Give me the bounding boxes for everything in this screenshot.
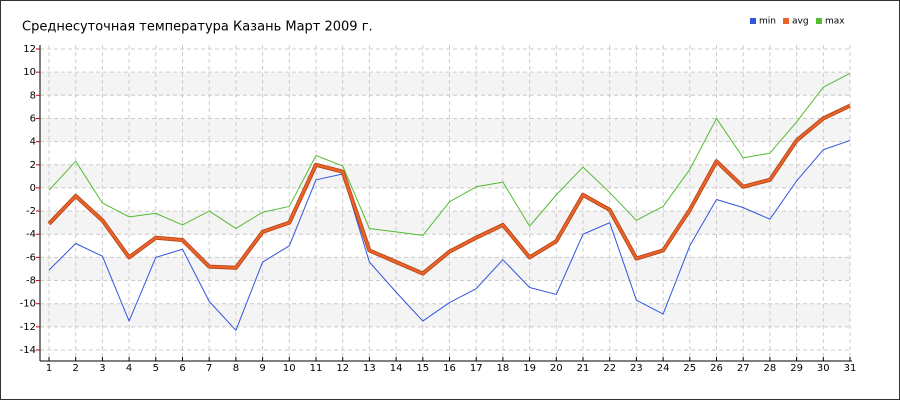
x-tick-label: 24 <box>657 363 670 374</box>
grid-band <box>40 164 850 188</box>
x-tick-label: 1 <box>46 363 52 374</box>
series-line <box>48 104 851 275</box>
y-tick-label: 12 <box>23 44 36 55</box>
x-tick-label: 15 <box>416 363 429 374</box>
y-tick-label: -10 <box>20 299 36 310</box>
x-tick-label: 5 <box>153 363 159 374</box>
chart-title: Среднесуточная температура Казань Март 2… <box>22 20 373 35</box>
grid-band <box>40 257 850 281</box>
x-tick-label: 28 <box>764 363 777 374</box>
y-tick-label: 10 <box>23 67 36 78</box>
x-tick-label: 18 <box>497 363 510 374</box>
x-tick-label: 30 <box>817 363 830 374</box>
x-tick-label: 8 <box>233 363 239 374</box>
legend-label: avg <box>792 17 809 27</box>
grid-band <box>40 211 850 235</box>
x-tick-label: 25 <box>683 363 696 374</box>
x-tick-label: 20 <box>550 363 563 374</box>
x-tick-label: 11 <box>310 363 323 374</box>
y-tick-label: 0 <box>30 183 36 194</box>
x-tick-label: 7 <box>206 363 212 374</box>
y-tick-label: 4 <box>30 137 36 148</box>
y-tick-label: 6 <box>30 113 36 124</box>
y-tick-label: -8 <box>26 276 36 287</box>
x-tick-label: 9 <box>259 363 265 374</box>
x-tick-label: 10 <box>283 363 296 374</box>
grid-band <box>40 303 850 327</box>
y-tick-label: -14 <box>20 345 36 356</box>
y-tick-label: 2 <box>30 160 36 171</box>
x-tick-label: 19 <box>523 363 536 374</box>
x-tick-label: 3 <box>99 363 105 374</box>
y-tick-label: -6 <box>26 252 36 263</box>
x-tick-label: 14 <box>390 363 403 374</box>
x-tick-label: 17 <box>470 363 483 374</box>
legend-label: min <box>759 17 776 27</box>
x-tick-label: 4 <box>126 363 132 374</box>
grid-band <box>40 72 850 96</box>
x-tick-label: 27 <box>737 363 750 374</box>
series-line <box>48 72 851 236</box>
y-tick-label: 8 <box>30 90 36 101</box>
legend-swatch <box>750 18 756 24</box>
x-tick-label: 2 <box>73 363 79 374</box>
grid-band <box>40 118 850 142</box>
legend-swatch <box>816 18 822 24</box>
x-tick-label: 21 <box>577 363 590 374</box>
series-line <box>48 139 851 331</box>
x-tick-label: 16 <box>443 363 456 374</box>
x-tick-label: 12 <box>336 363 349 374</box>
y-tick-label: -4 <box>26 229 36 240</box>
y-tick-label: -12 <box>20 322 36 333</box>
y-tick-label: -2 <box>26 206 36 217</box>
x-tick-label: 31 <box>844 363 857 374</box>
x-tick-label: 23 <box>630 363 643 374</box>
x-tick-label: 13 <box>363 363 376 374</box>
x-tick-label: 6 <box>179 363 185 374</box>
x-tick-label: 22 <box>603 363 616 374</box>
legend-label: max <box>825 17 845 27</box>
x-tick-label: 29 <box>790 363 803 374</box>
legend-swatch <box>783 18 789 24</box>
x-tick-label: 26 <box>710 363 723 374</box>
